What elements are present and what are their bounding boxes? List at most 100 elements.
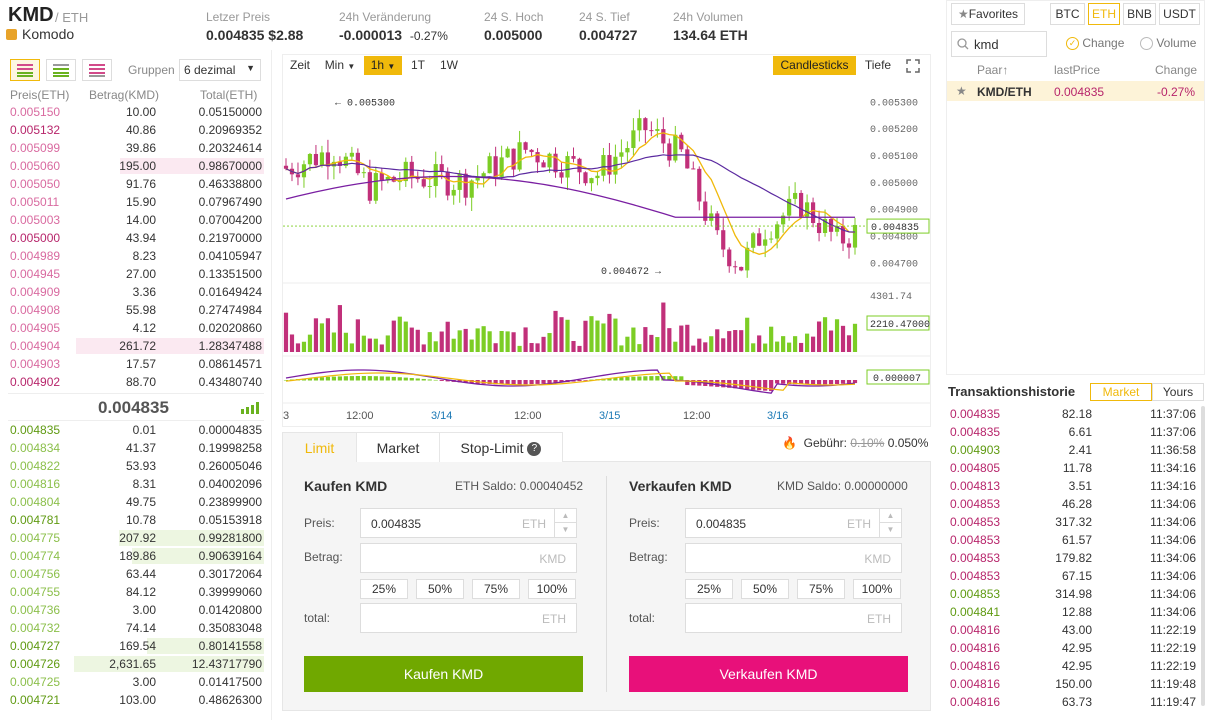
bid-row[interactable]: 0.004775 207.92 0.99281800 [8,529,264,547]
bid-row[interactable]: 0.004756 63.44 0.30172064 [8,565,264,583]
chart-interval-1w-button[interactable]: 1W [440,58,458,72]
sell-price-stepper[interactable]: ▲ ▼ [879,509,901,537]
trades-scrollbar[interactable] [1201,406,1205,706]
ask-row[interactable]: 0.004903 17.57 0.08614571 [8,355,264,373]
radio-checked-icon: ✓ [1066,37,1079,51]
bid-row[interactable]: 0.004781 10.78 0.05153918 [8,511,264,529]
ask-row[interactable]: 0.005011 15.90 0.07967490 [8,193,264,211]
ob-amount: 41.37 [125,441,156,455]
ob-total: 0.01420800 [198,603,262,617]
quote-btc-button[interactable]: BTC [1050,3,1085,25]
bid-row[interactable]: 0.004834 41.37 0.19998258 [8,439,264,457]
fullscreen-button[interactable] [902,56,924,75]
buy-pct-50-button[interactable]: 50% [416,579,464,599]
quote-bnb-button[interactable]: BNB [1123,3,1156,25]
current-price-value: 0.004835 [871,223,919,234]
ask-row[interactable]: 0.005000 43.94 0.21970000 [8,229,264,247]
bid-row[interactable]: 0.004736 3.00 0.01420800 [8,601,264,619]
buy-pct-75-button[interactable]: 75% [472,579,520,599]
bid-row[interactable]: 0.004726 2,631.65 12.43717790 [8,655,264,673]
orderbook-view-asks-button[interactable] [82,59,112,81]
ask-row[interactable]: 0.004904 261.72 1.28347488 [8,337,264,355]
market-row[interactable]: ★ KMD/ETH 0.004835 -0.27% [947,81,1204,101]
tab-market[interactable]: Market [356,432,440,462]
bid-row[interactable]: 0.004835 0.01 0.00004835 [8,421,264,439]
sell-pct-75-button[interactable]: 75% [797,579,845,599]
bid-row[interactable]: 0.004816 8.31 0.04002096 [8,475,264,493]
sell-total-input[interactable]: ETH [685,603,902,633]
radio-volume[interactable]: Volume [1140,36,1196,51]
quote-eth-button[interactable]: ETH [1088,3,1120,25]
ask-row[interactable]: 0.005099 39.86 0.20324614 [8,139,264,157]
sell-pct-25-button[interactable]: 25% [685,579,733,599]
groups-select[interactable]: 6 dezimal ▼ [179,59,261,81]
bid-row[interactable]: 0.004755 84.12 0.39999060 [8,583,264,601]
stat-24h-change: 24h Veränderung -0.000013 -0.27% [339,10,448,43]
favorites-button[interactable]: ★Favorites [951,3,1025,25]
buy-pct-25-button[interactable]: 25% [360,579,408,599]
volume-bar [727,331,732,352]
market-search-input[interactable]: kmd [951,31,1047,57]
orderbook-asks-icon [89,64,105,77]
ask-row[interactable]: 0.004989 8.23 0.04105947 [8,247,264,265]
bid-row[interactable]: 0.004822 53.93 0.26005046 [8,457,264,475]
quote-usdt-button[interactable]: USDT [1159,3,1200,25]
depth-chart-button[interactable]: Tiefe [864,58,892,72]
chart-interval-1d-button[interactable]: 1T [410,58,425,72]
stat-24h-volume: 24h Volumen 134.64 ETH [673,10,748,43]
ask-row[interactable]: 0.005060 195.00 0.98670000 [8,157,264,175]
ask-row[interactable]: 0.005132 40.86 0.20969352 [8,121,264,139]
candlestick-chart[interactable]: 0.005300 0.005200 0.005100 0.005000 0.004900… [283,78,930,426]
market-header-pair[interactable]: Paar↑ [977,63,1009,77]
candle-body [810,202,816,224]
bid-row[interactable]: 0.004732 74.14 0.35083048 [8,619,264,637]
ob-total: 0.05153918 [198,513,262,527]
ob-amount: 195.00 [119,159,156,173]
tab-stop-limit[interactable]: Stop-Limit ? [439,432,563,462]
sell-amount-input[interactable]: KMD [685,543,902,573]
bid-row[interactable]: 0.004774 189.86 0.90639164 [8,547,264,565]
chart-interval-min-button[interactable]: Min ▼ [324,58,356,72]
chart-interval-1h-button[interactable]: 1h ▼ [364,56,402,75]
ob-amount: 74.14 [125,621,156,635]
market-header-change[interactable]: Change [1155,63,1198,77]
bid-row[interactable]: 0.004725 3.00 0.01417500 [8,673,264,691]
buy-amount-input[interactable]: KMD [360,543,577,573]
volume-bar [511,332,516,352]
trades-tab-market[interactable]: Market [1090,383,1152,401]
orderbook-view-bids-button[interactable] [46,59,76,81]
radio-change[interactable]: ✓ Change [1066,36,1124,51]
macd-bar [445,380,450,382]
ask-row[interactable]: 0.005003 14.00 0.07004200 [8,211,264,229]
trades-tab-yours[interactable]: Yours [1152,383,1204,401]
ask-row[interactable]: 0.004909 3.36 0.01649424 [8,283,264,301]
sell-pct-100-button[interactable]: 100% [853,579,901,599]
candle-body [828,218,834,232]
bid-row[interactable]: 0.004727 169.54 0.80141558 [8,637,264,655]
sell-price-input[interactable]: 0.004835 ETH ▲ ▼ [685,508,902,538]
volume-bar [661,302,666,352]
sell-pct-50-button[interactable]: 50% [741,579,789,599]
candle-body [283,165,289,169]
orderbook-view-both-button[interactable] [10,59,40,81]
bid-row[interactable]: 0.004804 49.75 0.23899900 [8,493,264,511]
bid-row[interactable]: 0.004721 103.00 0.48626300 [8,691,264,709]
favorite-star-icon[interactable]: ★ [956,84,967,98]
buy-price-stepper[interactable]: ▲ ▼ [554,509,576,537]
market-header-price[interactable]: lastPrice [1054,63,1101,77]
volume-bar [481,326,486,352]
buy-pct-100-button[interactable]: 100% [528,579,576,599]
buy-price-input[interactable]: 0.004835 ETH ▲ ▼ [360,508,577,538]
ask-row[interactable]: 0.004908 55.98 0.27474984 [8,301,264,319]
ask-row[interactable]: 0.004945 27.00 0.13351500 [8,265,264,283]
ob-amount: 88.70 [125,375,156,389]
buy-button[interactable]: Kaufen KMD [304,656,583,692]
candlesticks-button[interactable]: Candlesticks [773,56,856,75]
ask-row[interactable]: 0.005050 91.76 0.46338800 [8,175,264,193]
sell-button[interactable]: Verkaufen KMD [629,656,908,692]
buy-total-input[interactable]: ETH [360,603,577,633]
tab-limit[interactable]: Limit [282,432,357,462]
ask-row[interactable]: 0.004902 88.70 0.43480740 [8,373,264,391]
ask-row[interactable]: 0.005150 10.00 0.05150000 [8,103,264,121]
ask-row[interactable]: 0.004905 4.12 0.02020860 [8,319,264,337]
